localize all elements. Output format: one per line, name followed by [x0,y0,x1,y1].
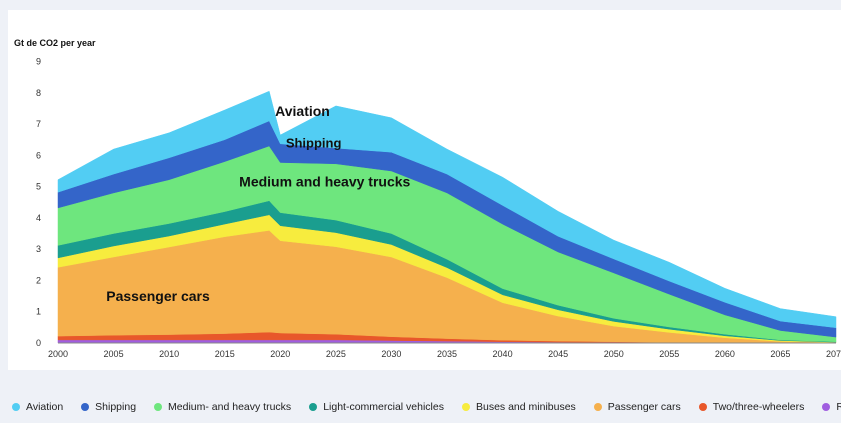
x-tick-label: 2000 [48,349,68,359]
x-tick-label: 2025 [326,349,346,359]
legend-item-passenger-cars: Passenger cars [593,401,681,413]
legend-item-light-commercial-vehicles: Light-commercial vehicles [309,401,444,413]
annotation-shipping: Shipping [286,136,342,151]
legend-label: Buses and minibuses [475,401,576,413]
y-axis-label: Gt de CO2 per year [14,38,96,48]
legend-label: Shipping [95,401,137,413]
area-chart: 0 1 2 3 4 5 6 7 8 9 2000 2005 2010 2015 2020 2025 2030 20… [14,38,841,359]
chart-legend: Aviation Shipping Medium- and heavy trucks… [12,398,841,416]
legend-item-shipping: Shipping [81,401,136,413]
y-tick-label: 4 [36,213,41,223]
legend-label: Rail [836,401,841,413]
y-tick-label: 7 [36,119,41,129]
legend-item-aviation: Aviation [12,401,63,413]
y-tick-label: 1 [36,307,41,317]
x-tick-label: 2015 [215,349,235,359]
x-tick-label: 2060 [715,349,735,359]
legend-swatch [81,403,90,411]
y-tick-label: 8 [36,88,41,98]
x-tick-label: 2040 [493,349,513,359]
x-tick-label: 2045 [548,349,568,359]
y-tick-label: 6 [36,150,41,160]
legend-label: Passenger cars [607,401,681,413]
x-tick-label: 2005 [104,349,124,359]
x-tick-label: 2070 [826,349,841,359]
legend-swatch [822,403,831,411]
area-aviation [57,90,837,328]
legend-item-buses-and-minibuses: Buses and minibuses [461,401,576,413]
x-tick-label: 2010 [159,349,179,359]
x-tick-label: 2020 [270,349,290,359]
y-tick-label: 5 [36,182,41,192]
y-tick-label: 3 [36,244,41,254]
legend-label: Light-commercial vehicles [323,401,444,413]
annotation-medium-and-heavy-trucks: Medium and heavy trucks [239,174,410,190]
x-tick-label: 2030 [381,349,401,359]
chart-card: 0 1 2 3 4 5 6 7 8 9 2000 2005 2010 2015 2020 2025 2030 20… [8,10,841,370]
legend-swatch [12,403,20,411]
legend-label: Medium- and heavy trucks [168,401,292,413]
y-tick-label: 2 [36,275,41,285]
y-tick-label: 0 [36,338,41,348]
legend-swatch [461,403,470,411]
legend-swatch [593,403,602,411]
x-tick-label: 2055 [659,349,679,359]
legend-label: Two/three-wheelers [712,401,805,413]
legend-swatch [698,403,707,411]
x-tick-label: 2065 [770,349,790,359]
legend-item-medium-and-heavy-trucks: Medium- and heavy trucks [154,401,291,413]
annotation-aviation: Aviation [275,103,330,119]
legend-label: Aviation [26,401,64,413]
x-tick-label: 2035 [437,349,457,359]
legend-swatch [154,403,163,411]
legend-swatch [309,403,318,411]
annotation-passenger-cars: Passenger cars [106,288,210,304]
x-tick-label: 2050 [604,349,624,359]
y-tick-label: 9 [36,57,41,67]
legend-item-rail: Rail [822,401,841,413]
legend-item-two-three-wheelers: Two/three-wheelers [698,401,805,413]
